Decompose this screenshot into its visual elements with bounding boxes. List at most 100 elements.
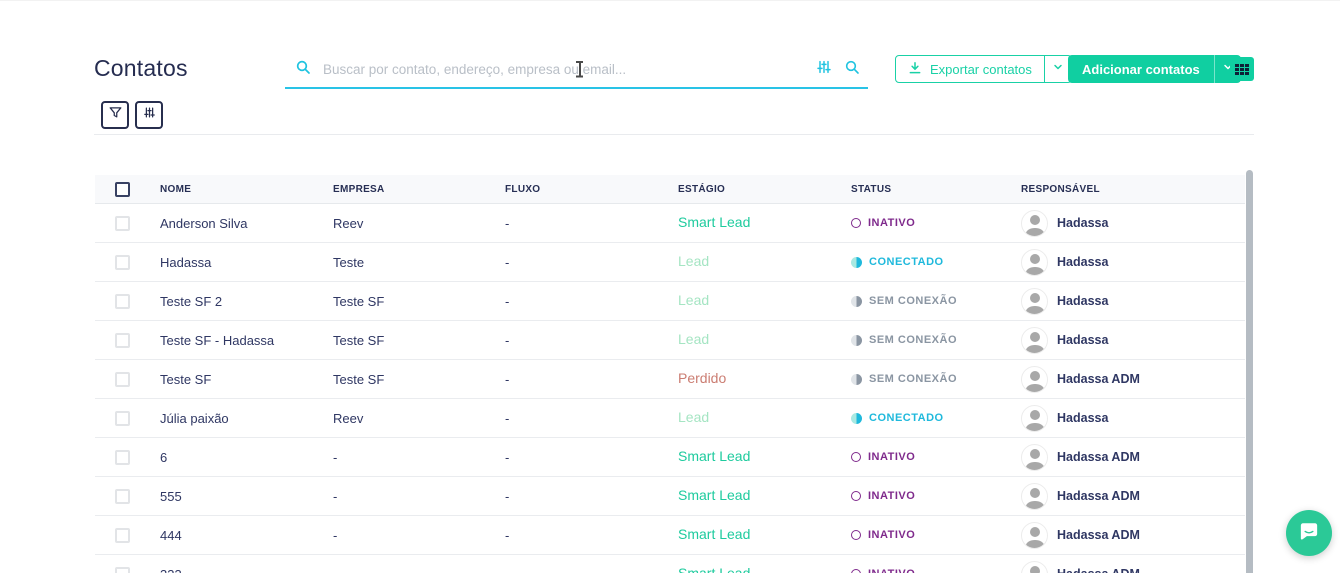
- table-row[interactable]: Teste SF 2 Teste SF - Lead SEM CONEXÃO H…: [95, 282, 1245, 321]
- cell-nome: Anderson Silva: [160, 215, 248, 231]
- cell-estagio: Smart Lead: [678, 565, 751, 573]
- cell-empresa: Teste SF: [333, 332, 385, 348]
- status-label: INATIVO: [868, 451, 916, 463]
- status-icon: [851, 491, 861, 501]
- table-row[interactable]: Teste SF Teste SF - Perdido SEM CONEXÃO …: [95, 360, 1245, 399]
- grid-view-button[interactable]: [1230, 57, 1254, 81]
- cell-responsavel: Hadassa: [1021, 326, 1245, 354]
- cell-fluxo: -: [505, 449, 510, 465]
- avatar: [1021, 404, 1048, 432]
- status-icon: [851, 373, 862, 385]
- search-input[interactable]: [323, 61, 804, 77]
- cell-empresa: -: [333, 449, 338, 465]
- cell-responsavel: Hadassa ADM: [1021, 560, 1245, 573]
- column-header-estagio[interactable]: ESTÁGIO: [678, 183, 726, 195]
- cell-status: INATIVO: [851, 568, 1021, 573]
- cell-fluxo: -: [505, 527, 510, 543]
- cell-estagio: Smart Lead: [678, 214, 751, 230]
- add-contacts-label: Adicionar contatos: [1082, 61, 1200, 77]
- row-checkbox[interactable]: [115, 293, 130, 309]
- avatar: [1021, 482, 1048, 510]
- add-contacts-button[interactable]: Adicionar contatos: [1068, 55, 1214, 83]
- chat-launcher-button[interactable]: [1286, 510, 1332, 556]
- status-icon: [851, 218, 861, 228]
- status-icon: [851, 412, 862, 424]
- export-contacts-button-group: Exportar contatos: [895, 55, 1072, 83]
- row-checkbox[interactable]: [115, 566, 130, 573]
- cell-estagio: Lead: [678, 253, 710, 269]
- avatar: [1021, 521, 1048, 549]
- add-contacts-button-group: Adicionar contatos: [1068, 55, 1241, 83]
- cell-estagio: Smart Lead: [678, 487, 751, 503]
- column-header-status[interactable]: STATUS: [851, 183, 892, 195]
- table-row[interactable]: 6 - - Smart Lead INATIVO Hadassa ADM: [95, 438, 1245, 477]
- responsavel-name: Hadassa ADM: [1057, 450, 1140, 464]
- cell-empresa: Reev: [333, 215, 364, 231]
- cell-fluxo: -: [505, 410, 510, 426]
- cell-status: SEM CONEXÃO: [851, 373, 1021, 385]
- column-header-nome[interactable]: NOME: [160, 183, 192, 195]
- responsavel-name: Hadassa: [1057, 294, 1109, 308]
- table-row[interactable]: Anderson Silva Reev - Smart Lead INATIVO…: [95, 204, 1245, 243]
- responsavel-name: Hadassa ADM: [1057, 372, 1140, 386]
- cell-fluxo: -: [505, 488, 510, 504]
- row-checkbox[interactable]: [115, 488, 130, 504]
- row-checkbox[interactable]: [115, 332, 130, 348]
- tune-icon[interactable]: [816, 59, 832, 80]
- status-icon: [851, 256, 862, 268]
- table-row[interactable]: 444 - - Smart Lead INATIVO Hadassa ADM: [95, 516, 1245, 555]
- avatar: [1021, 209, 1048, 237]
- cell-empresa: -: [333, 488, 338, 504]
- responsavel-name: Hadassa: [1057, 255, 1109, 269]
- cell-empresa: -: [333, 527, 338, 543]
- add-contacts-dropdown[interactable]: [1213, 55, 1241, 83]
- cell-status: CONECTADO: [851, 412, 1021, 424]
- status-label: INATIVO: [868, 490, 916, 502]
- status-label: INATIVO: [868, 568, 915, 573]
- cell-responsavel: Hadassa ADM: [1021, 443, 1245, 471]
- status-icon: [851, 530, 861, 540]
- filter-button[interactable]: [101, 101, 129, 129]
- row-checkbox[interactable]: [115, 254, 130, 270]
- row-checkbox[interactable]: [115, 215, 130, 231]
- row-checkbox[interactable]: [115, 410, 130, 426]
- export-contacts-dropdown[interactable]: [1043, 56, 1071, 82]
- cell-status: SEM CONEXÃO: [851, 295, 1021, 307]
- select-all-checkbox[interactable]: [115, 181, 130, 197]
- avatar: [1021, 443, 1048, 471]
- cell-empresa: Teste SF: [333, 293, 385, 309]
- responsavel-name: Hadassa: [1057, 216, 1109, 230]
- column-header-responsavel[interactable]: RESPONSÁVEL: [1021, 183, 1100, 195]
- chevron-down-icon: [1052, 60, 1064, 78]
- cell-fluxo: -: [505, 332, 510, 348]
- export-contacts-button[interactable]: Exportar contatos: [896, 56, 1044, 82]
- table-row[interactable]: Júlia paixão Reev - Lead CONECTADO Hadas…: [95, 399, 1245, 438]
- table-row[interactable]: Hadassa Teste - Lead CONECTADO Hadassa: [95, 243, 1245, 282]
- cell-nome: Hadassa: [160, 254, 212, 270]
- table-row[interactable]: 555 - - Smart Lead INATIVO Hadassa ADM: [95, 477, 1245, 516]
- responsavel-name: Hadassa ADM: [1057, 489, 1140, 503]
- status-label: INATIVO: [868, 529, 916, 541]
- row-checkbox[interactable]: [115, 449, 130, 465]
- table-scrollbar[interactable]: [1246, 170, 1253, 573]
- page-title: Contatos: [94, 55, 188, 81]
- cell-fluxo: -: [505, 293, 510, 309]
- contacts-table: NOME EMPRESA FLUXO ESTÁGIO STATUS RESPON…: [95, 175, 1245, 573]
- cell-nome: 6: [160, 449, 168, 465]
- table-row[interactable]: 333 - - Smart Lead INATIVO Hadassa ADM: [95, 555, 1245, 573]
- table-row[interactable]: Teste SF - Hadassa Teste SF - Lead SEM C…: [95, 321, 1245, 360]
- status-icon: [851, 569, 861, 573]
- avatar: [1021, 287, 1048, 315]
- row-checkbox[interactable]: [115, 371, 130, 387]
- cell-responsavel: Hadassa: [1021, 248, 1245, 276]
- cell-fluxo: -: [505, 567, 678, 573]
- cell-estagio: Lead: [678, 409, 710, 425]
- search-submit-icon[interactable]: [844, 59, 860, 80]
- chevron-down-icon: [1222, 60, 1234, 78]
- sliders-icon: [142, 105, 157, 125]
- row-checkbox[interactable]: [115, 527, 130, 543]
- adjust-filters-button[interactable]: [135, 101, 163, 129]
- column-header-fluxo[interactable]: FLUXO: [505, 183, 541, 195]
- column-header-empresa[interactable]: EMPRESA: [333, 183, 385, 195]
- cell-nome: 333: [160, 567, 333, 573]
